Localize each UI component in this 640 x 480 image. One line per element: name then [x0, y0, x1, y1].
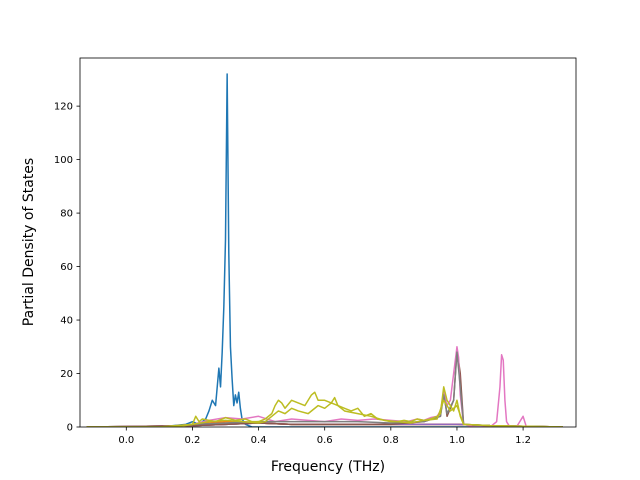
x-tick-label: 0.0 [118, 435, 134, 446]
x-tick-label: 0.4 [251, 435, 267, 446]
series-line-10 [86, 399, 563, 427]
x-axis-ticks: 0.0 0.2 0.4 0.6 0.8 1.0 1.2 [118, 427, 531, 446]
y-axis-ticks: 0 20 40 60 80 100 120 [54, 102, 80, 434]
plot-frame [79, 57, 577, 428]
x-axis-label: Frequency (THz) [271, 459, 385, 475]
y-tick-label: 40 [60, 316, 73, 327]
y-tick-label: 0 [67, 423, 73, 434]
x-tick-label: 1.0 [449, 435, 465, 446]
x-tick-label: 0.8 [383, 435, 399, 446]
x-tick-label: 1.2 [515, 435, 531, 446]
y-tick-label: 20 [60, 369, 73, 380]
series-line-9 [86, 386, 563, 427]
x-tick-label: 0.2 [184, 435, 200, 446]
y-axis-label: Partial Density of States [21, 158, 37, 326]
y-tick-label: 100 [54, 155, 73, 166]
y-tick-label: 80 [60, 209, 73, 220]
plot-background [80, 58, 576, 427]
x-tick-label: 0.6 [317, 435, 333, 446]
y-tick-label: 60 [60, 262, 73, 273]
series-layer [86, 73, 563, 427]
y-tick-label: 120 [54, 102, 73, 113]
